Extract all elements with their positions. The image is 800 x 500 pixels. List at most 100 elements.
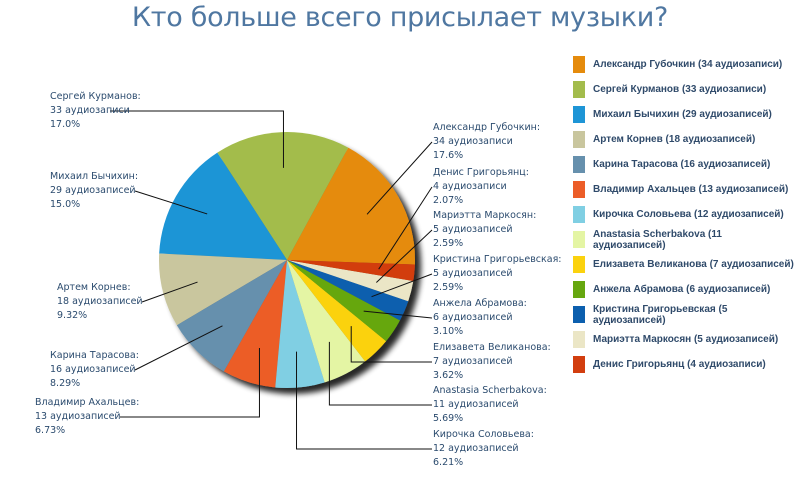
legend-swatch (573, 81, 585, 98)
pie-slice[interactable] (217, 132, 349, 260)
slice-label-name: Кристина Григорьевская: (433, 254, 562, 265)
legend-label: Anastasia Scherbakova (11 аудиозаписей) (593, 228, 722, 251)
leader-line (371, 273, 433, 298)
slice-label-value-label: 33 аудиозаписи (50, 105, 130, 116)
leader-line (141, 281, 198, 303)
legend-label: Мариэтта Маркосян (5 аудиозаписей) (593, 334, 779, 345)
legend-item[interactable]: Мариэтта Маркосян (5 аудиозаписей) (573, 327, 795, 352)
pie-slice[interactable] (287, 260, 400, 342)
legend: Александр Губочкин (34 аудиозаписи) Серге… (573, 52, 795, 377)
slice-label-value-label: 34 аудиозаписи (433, 136, 513, 147)
legend-swatch (573, 331, 585, 348)
legend-label: Кристина Григорьевская (5 аудиозаписей) (593, 303, 728, 326)
slice-label: Анжела Абрамова: 6 аудиозаписей 3.10% (433, 297, 527, 339)
legend-label: Михаил Бычихин (29 аудиозаписей) (593, 109, 772, 120)
slice-label-percent: 6.21% (433, 457, 464, 468)
slice-label-name: Анжела Абрамова: (433, 298, 527, 309)
slice-label: Сергей Курманов: 33 аудиозаписи 17.0% (50, 90, 141, 132)
legend-item[interactable]: Anastasia Scherbakova (11 аудиозаписей) (573, 227, 795, 252)
slice-label-percent: 17.0% (50, 119, 81, 130)
slice-label-name: Александр Губочкин: (433, 122, 541, 133)
slice-label-percent: 3.62% (433, 370, 464, 381)
slice-label-value-label: 5 аудиозаписей (433, 224, 513, 235)
slice-label-name: Карина Тарасова: (50, 350, 139, 361)
leader-line (366, 141, 433, 215)
pie-slice[interactable] (287, 260, 409, 321)
legend-label: Карина Тарасова (16 аудиозаписей) (593, 159, 771, 170)
pie-slice[interactable] (287, 260, 387, 362)
slice-label-value-label: 6 аудиозаписей (433, 312, 513, 323)
slice-label-value-label: 16 аудиозаписей (50, 364, 136, 375)
slice-label-percent: 2.07% (433, 195, 464, 206)
slice-label-name: Артем Корнев: (57, 282, 131, 293)
slice-label-percent: 8.29% (50, 378, 81, 389)
legend-item[interactable]: Михаил Бычихин (29 аудиозаписей) (573, 102, 795, 127)
leader-line (363, 310, 433, 319)
slice-label-percent: 17.6% (433, 150, 464, 161)
legend-label: Владимир Ахальцев (13 аудиозаписей) (593, 184, 789, 195)
slice-label-percent: 5.69% (433, 413, 464, 424)
leader-line (328, 341, 432, 406)
leader-line (350, 326, 432, 363)
slice-label-name: Михаил Бычихин: (50, 171, 139, 182)
legend-swatch (573, 306, 585, 323)
legend-item[interactable]: Артем Корнев (18 аудиозаписей) (573, 127, 795, 152)
slice-label-percent: 2.59% (433, 282, 464, 293)
leader-line (134, 190, 208, 215)
slice-label-name: Anastasia Scherbakova: (433, 385, 547, 396)
slice-label-name: Мариэтта Маркосян: (433, 210, 537, 221)
slice-label-value-label: 11 аудиозаписей (433, 399, 519, 410)
legend-item[interactable]: Владимир Ахальцев (13 аудиозаписей) (573, 177, 795, 202)
leader-line (378, 186, 433, 270)
slice-label-value-label: 5 аудиозаписей (433, 268, 513, 279)
legend-swatch (573, 231, 585, 248)
pie-slice[interactable] (159, 152, 287, 260)
legend-item[interactable]: Александр Губочкин (34 аудиозаписи) (573, 52, 795, 77)
legend-item[interactable]: Кристина Григорьевская (5 аудиозаписей) (573, 302, 795, 327)
pie-slice[interactable] (275, 260, 325, 389)
legend-swatch (573, 106, 585, 123)
legend-item[interactable]: Анжела Абрамова (6 аудиозаписей) (573, 277, 795, 302)
leader-line (120, 347, 260, 418)
slice-label: Anastasia Scherbakova: 11 аудиозаписей 5.6… (433, 384, 547, 426)
slice-label-name: Сергей Курманов: (50, 91, 141, 102)
legend-swatch (573, 206, 585, 223)
slice-label-value-label: 12 аудиозаписей (433, 443, 519, 454)
legend-label: Артем Корнев (18 аудиозаписей) (593, 134, 756, 145)
pie-slice[interactable] (159, 253, 287, 326)
legend-item[interactable]: Сергей Курманов (33 аудиозаписи) (573, 77, 795, 102)
slice-label: Михаил Бычихин: 29 аудиозаписей 15.0% (50, 170, 138, 212)
slice-label-name: Елизавета Великанова: (433, 342, 551, 353)
pie-slice[interactable] (176, 260, 287, 372)
legend-item[interactable]: Карина Тарасова (16 аудиозаписей) (573, 152, 795, 177)
legend-item[interactable]: Кирочка Соловьева (12 аудиозаписей) (573, 202, 795, 227)
pie-slice[interactable] (287, 260, 366, 383)
pie-slice[interactable] (287, 147, 415, 265)
slice-label-name: Кирочка Соловьева: (433, 429, 534, 440)
slice-label: Артем Корнев: 18 аудиозаписей 9.32% (57, 281, 143, 323)
legend-label: Сергей Курманов (33 аудиозаписи) (593, 84, 767, 95)
legend-label: Александр Губочкин (34 аудиозаписи) (593, 59, 783, 70)
legend-label: Денис Григорьянц (4 аудиозаписи) (593, 359, 766, 370)
slice-label: Владимир Ахальцев: 13 аудиозаписей 6.73% (35, 396, 139, 438)
slice-label-percent: 6.73% (35, 425, 66, 436)
legend-swatch (573, 256, 585, 273)
legend-swatch (573, 131, 585, 148)
leader-line (376, 229, 433, 283)
slice-label-name: Владимир Ахальцев: (35, 397, 140, 408)
legend-label: Анжела Абрамова (6 аудиозаписей) (593, 284, 771, 295)
slice-label-value-label: 29 аудиозаписей (50, 185, 136, 196)
slice-label-name: Денис Григорьянц: (433, 167, 529, 178)
legend-item[interactable]: Елизавета Великанова (7 аудиозаписей) (573, 252, 795, 277)
leader-line (134, 325, 223, 371)
leader-line (296, 351, 432, 450)
legend-item[interactable]: Денис Григорьянц (4 аудиозаписи) (573, 352, 795, 377)
slice-label: Кирочка Соловьева: 12 аудиозаписей 6.21% (433, 428, 534, 470)
slice-label-percent: 15.0% (50, 199, 81, 210)
legend-swatch (573, 356, 585, 373)
slice-label-value-label: 7 аудиозаписей (433, 356, 513, 367)
pie-slice[interactable] (223, 260, 287, 388)
pie-slice[interactable] (287, 260, 414, 302)
legend-swatch (573, 156, 585, 173)
slice-label-percent: 9.32% (57, 310, 88, 321)
